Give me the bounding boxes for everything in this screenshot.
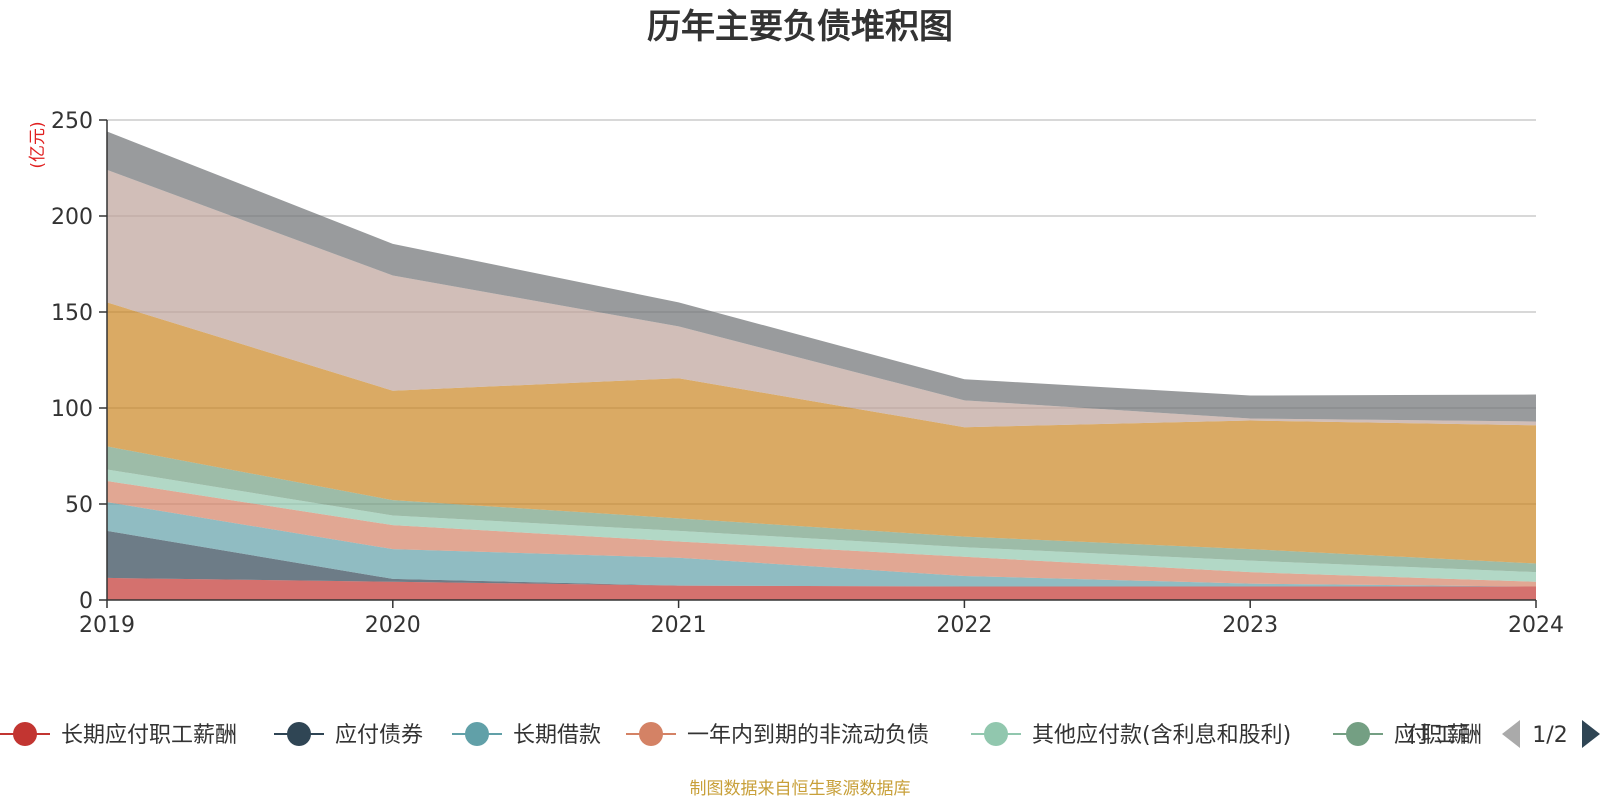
legend-label: 应付债券 xyxy=(335,723,423,748)
legend-pager: 1/2 xyxy=(1502,720,1600,748)
area-series-5 xyxy=(107,446,1536,573)
legend-item[interactable]: 一年内到期的非流动负债 xyxy=(626,722,929,748)
area-series-4 xyxy=(107,469,1536,582)
y-tick-label: 250 xyxy=(51,109,93,134)
y-tick-label: 200 xyxy=(51,205,93,230)
axes xyxy=(99,119,1537,608)
legend-label: 一年内到期的非流动负债 xyxy=(687,723,929,748)
y-tick-label: 100 xyxy=(51,397,93,422)
chart-title: 历年主要负债堆积图 xyxy=(647,7,953,47)
legend-label: 应付职工薪酬 xyxy=(1394,723,1482,748)
legend-circle-icon xyxy=(984,722,1008,746)
area-series xyxy=(107,131,1536,600)
y-axis-unit-label: (亿元) xyxy=(28,121,48,168)
legend-circle-icon xyxy=(465,722,489,746)
legend-item[interactable]: 其他应付款(含利息和股利) xyxy=(971,722,1291,748)
legend-circle-icon xyxy=(287,722,311,746)
area-series-7 xyxy=(107,169,1536,428)
x-tick-label: 2019 xyxy=(79,613,135,638)
legend: 长期应付职工薪酬 应付债券 长期借款 一年内到期的非流动负债 其他应付款(含利息和股利)… xyxy=(0,722,1482,748)
legend-page-indicator: 1/2 xyxy=(1532,723,1567,748)
tick-labels: 0 50 100 150 200 250 2019 2020 2021 2022 2023 2024 xyxy=(51,109,1564,638)
source-note: 制图数据来自恒生聚源数据库 xyxy=(690,779,911,799)
x-tick-label: 2023 xyxy=(1222,613,1278,638)
x-tick-label: 2020 xyxy=(365,613,421,638)
legend-label: 其他应付款(含利息和股利) xyxy=(1032,723,1291,748)
legend-next-icon[interactable] xyxy=(1582,720,1600,748)
y-tick-label: 0 xyxy=(79,589,93,614)
area-series-3 xyxy=(107,480,1536,587)
area-series-2 xyxy=(107,502,1536,587)
legend-item[interactable]: 应付职工薪酬 xyxy=(1333,722,1482,748)
area-series-0 xyxy=(107,577,1536,600)
x-tick-label: 2024 xyxy=(1508,613,1564,638)
legend-circle-icon xyxy=(13,722,37,746)
legend-item[interactable]: 长期应付职工薪酬 xyxy=(0,722,237,748)
x-tick-label: 2021 xyxy=(651,613,707,638)
legend-circle-icon xyxy=(639,722,663,746)
x-tick-label: 2022 xyxy=(936,613,992,638)
legend-item[interactable]: 长期借款 xyxy=(452,722,601,748)
legend-prev-icon[interactable] xyxy=(1502,720,1520,748)
legend-circle-icon xyxy=(1346,722,1370,746)
legend-item[interactable]: 应付债券 xyxy=(274,722,423,748)
y-tick-label: 150 xyxy=(51,301,93,326)
area-series-6 xyxy=(107,302,1536,564)
legend-label: 长期应付职工薪酬 xyxy=(61,723,237,748)
y-tick-label: 50 xyxy=(65,493,93,518)
legend-label: 长期借款 xyxy=(513,723,601,748)
